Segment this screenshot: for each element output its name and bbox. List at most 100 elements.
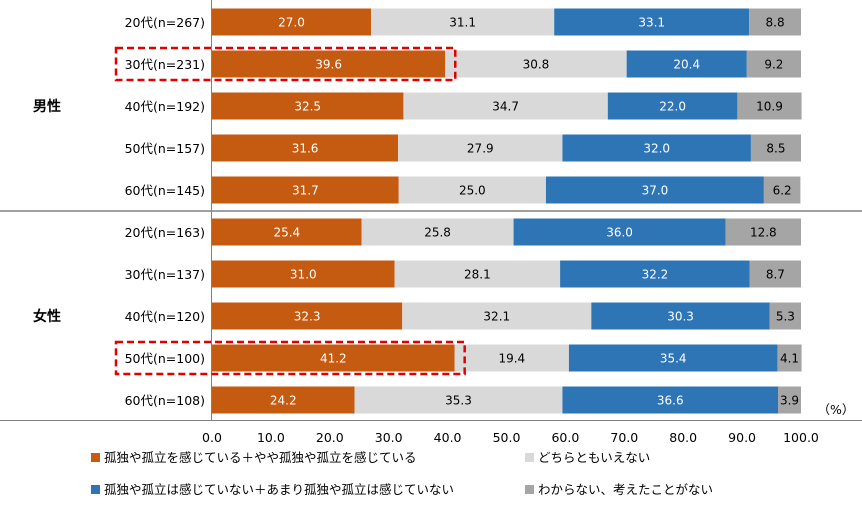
bar-segment [212,386,355,414]
bar-segment [560,260,750,288]
data-label: 8.5 [766,142,785,156]
data-label: 9.2 [764,58,783,72]
data-label: 33.1 [638,16,665,30]
data-label: 32.3 [294,310,321,324]
bar-segment [402,302,592,330]
data-label: 31.6 [292,142,319,156]
x-tick-label: 40.0 [434,430,462,445]
data-label: 22.0 [659,100,686,114]
legend-swatch [525,485,534,494]
bar-segment [763,176,801,204]
bar-segment [750,134,801,162]
bar-segment [212,344,455,372]
bar-segment [354,386,563,414]
x-tick-label: 80.0 [669,430,697,445]
legend-swatch [525,453,534,462]
data-label: 6.2 [773,184,792,198]
x-tick-label: 30.0 [375,430,403,445]
x-tick-label: 20.0 [316,430,344,445]
labels-layer: 27.0 31.1 33.1 8.8 39.6 30.8 20.4 9.2 32.5 34.7 22… [270,16,799,408]
data-label: 35.4 [660,352,687,366]
category-label: 40代(n=192) [125,99,205,114]
data-label: 4.1 [780,352,799,366]
group-label: 男性 [33,98,61,115]
bar-segment [445,50,627,78]
group-label: 女性 [33,308,61,325]
data-label: 35.3 [445,394,472,408]
bar-segment [361,218,514,246]
data-label: 30.3 [667,310,694,324]
category-label: 30代(n=137) [125,267,205,282]
category-label: 30代(n=231) [125,57,205,72]
x-tick-label: 10.0 [257,430,285,445]
highlights-layer [114,46,466,376]
legend-swatch [91,453,100,462]
x-tick-label: 60.0 [551,430,579,445]
bar-segment [212,134,399,162]
bar-segment [568,344,778,372]
data-label: 32.0 [643,142,670,156]
data-label: 34.7 [492,100,519,114]
category-label: 40代(n=120) [125,309,205,324]
bar-segment [403,92,608,120]
data-label: 39.6 [315,58,342,72]
bar-segment [398,134,563,162]
bar-segment [749,260,801,288]
x-tick-label: 50.0 [493,430,521,445]
bar-segment [398,176,546,204]
bar-segment [545,176,764,204]
data-label: 36.6 [657,394,684,408]
data-label: 20.4 [673,58,700,72]
bar-segment [749,8,801,36]
bar-segment [212,92,404,120]
bar-segment [737,92,802,120]
legend-label: 孤独や孤立は感じていない＋あまり孤独や孤立は感じていない [104,482,454,497]
category-label: 20代(n=163) [125,225,205,240]
data-label: 31.1 [449,16,476,30]
x-tick-label: 100.0 [783,430,819,445]
bars-layer [212,8,802,414]
x-tick-label: 90.0 [728,430,756,445]
category-label: 20代(n=267) [125,15,205,30]
category-label: 50代(n=157) [125,141,205,156]
legend: 孤独や孤立を感じている＋やや孤独や孤立を感じている どちらともいえない孤独や孤立は… [91,450,713,497]
bar-segment [562,386,779,414]
legend-label: どちらともいえない [538,450,650,465]
data-label: 5.3 [776,310,795,324]
data-label: 25.8 [424,226,451,240]
bar-segment [371,8,555,36]
bar-segment [746,50,801,78]
bar-segment [212,260,395,288]
data-label: 37.0 [642,184,669,198]
data-label: 32.2 [642,268,669,282]
legend-swatch [91,485,100,494]
category-label: 50代(n=100) [125,351,205,366]
x-tick-label: 0.0 [202,430,222,445]
data-label: 8.7 [766,268,785,282]
data-label: 25.4 [273,226,300,240]
data-label: 31.0 [290,268,317,282]
data-label: 27.0 [278,16,305,30]
data-label: 8.8 [766,16,785,30]
bar-segment [607,92,738,120]
bar-segment [212,50,446,78]
bar-segment [778,386,801,414]
bar-segment [454,344,569,372]
data-label: 41.2 [320,352,347,366]
data-label: 30.8 [523,58,550,72]
bar-segment [212,176,399,204]
bar-segment [212,218,362,246]
legend-label: わからない、考えたことがない [538,482,713,497]
data-label: 28.1 [464,268,491,282]
bar-segment [212,302,403,330]
bar-segment [591,302,770,330]
data-label: 32.1 [483,310,510,324]
category-label: 60代(n=108) [125,393,205,408]
data-label: 3.9 [780,394,799,408]
bar-segment [769,302,801,330]
bar-segment [394,260,561,288]
bar-segment [513,218,726,246]
unit-label: （%） [818,402,855,417]
